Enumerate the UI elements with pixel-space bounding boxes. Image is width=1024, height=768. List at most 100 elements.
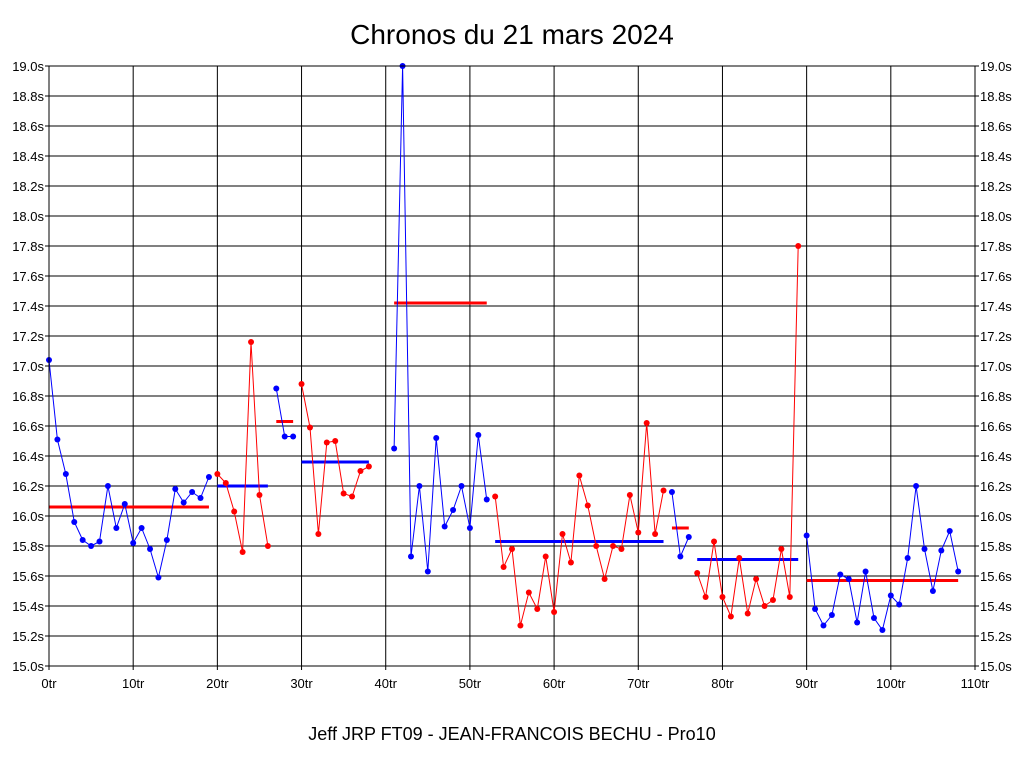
lap-point [719,594,726,600]
x-tick-label: 110tr [961,676,990,691]
lap-point [315,531,322,537]
lap-point [147,546,154,552]
y-tick-label-left: 17.8s [12,239,44,254]
lap-point [79,537,86,543]
x-tick-label: 20tr [206,676,229,691]
lap-point [938,547,945,554]
lap-point [904,555,911,561]
lap-point [509,546,515,552]
lap-point [197,495,204,501]
lap-line [806,485,959,632]
lap-point [323,439,330,446]
lap-point [778,546,785,552]
lap-point [610,543,617,549]
x-tick-label: 100tr [876,676,906,691]
lap-point [54,436,61,443]
lap-point [180,499,187,506]
lap-segment [492,420,667,629]
y-tick-label-left: 17.4s [12,299,44,314]
plot-frame [48,65,976,667]
y-tick-label-left: 18.2s [12,179,44,194]
lap-point [492,493,499,500]
y-tick-label-right: 15.0s [980,659,1012,674]
x-tick-label: 0tr [41,676,57,691]
lap-point [854,619,861,626]
lap-point [239,549,246,555]
y-tick-label-left: 16.4s [12,449,44,464]
lap-point [913,483,920,489]
lap-point [593,543,600,549]
lap-point [433,435,440,441]
y-tick-label-left: 17.6s [12,269,44,284]
y-tick-label-right: 17.2s [980,329,1012,344]
y-tick-label-left: 18.6s [12,119,44,134]
lap-point [534,606,541,612]
y-tick-label-left: 15.2s [12,629,44,644]
y-tick-label-right: 16.8s [980,389,1012,404]
lap-point [214,471,221,477]
lap-point [862,568,869,575]
lap-point [837,571,844,578]
lap-point [264,543,271,549]
lap-point [424,568,431,575]
y-tick-label-left: 16.0s [12,509,44,524]
lap-point [104,483,111,489]
lap-point [727,613,734,620]
lap-point [281,433,288,440]
y-tick-label-right: 18.0s [980,209,1012,224]
y-tick-label-right: 16.2s [980,479,1012,494]
y-tick-label-right: 17.8s [980,239,1012,254]
lap-point [155,574,162,581]
lap-point [601,576,608,582]
x-tick-label: 80tr [711,676,734,691]
x-tick-label: 60tr [543,676,566,691]
lap-point [391,445,398,452]
y-tick-label-right: 18.6s [980,119,1012,134]
y-tick-label-left: 16.8s [12,389,44,404]
lap-point [121,501,128,507]
y-tick-label-left: 15.4s [12,599,44,614]
y-tick-label-right: 17.6s [980,269,1012,284]
lap-point [500,564,507,570]
lap-segment [668,489,692,560]
x-tick-label: 40tr [375,676,398,691]
lap-point [138,525,145,531]
chart-subtitle: Jeff JRP FT09 - JEAN-FRANCOIS BECHU - Pr… [308,724,715,744]
lap-point [332,438,339,444]
y-tick-label-left: 18.8s [12,89,44,104]
lap-point [887,592,894,599]
lap-point [340,490,347,497]
lap-line [217,341,269,553]
lap-point [349,493,356,500]
lap-point [248,339,255,345]
lap-point [879,627,886,633]
lap-point [163,537,170,543]
lap-point [189,489,196,495]
lap-point [618,546,625,552]
y-tick-label-right: 15.8s [980,539,1012,554]
lap-point [921,546,928,552]
lap-line [48,359,210,580]
lap-point [812,606,819,612]
lap-segment [694,243,802,620]
lap-point [795,243,802,249]
lap-point [172,486,179,492]
lap-point [702,594,709,600]
y-tick-label-right: 16.4s [980,449,1012,464]
y-tick-label-right: 18.2s [980,179,1012,194]
lap-point [769,597,776,603]
lap-point [635,529,642,536]
lap-segment [391,63,490,575]
lap-point [753,576,760,582]
lap-point [559,531,566,537]
lap-segment [298,381,372,537]
y-tick-label-left: 16.6s [12,419,44,434]
lap-segment [46,357,212,581]
x-tick-label: 90tr [795,676,818,691]
lap-point [298,381,305,387]
lap-point [416,483,423,489]
y-tick-label-left: 17.2s [12,329,44,344]
lap-point [652,531,659,537]
lap-point [711,538,718,545]
grid [48,65,976,667]
